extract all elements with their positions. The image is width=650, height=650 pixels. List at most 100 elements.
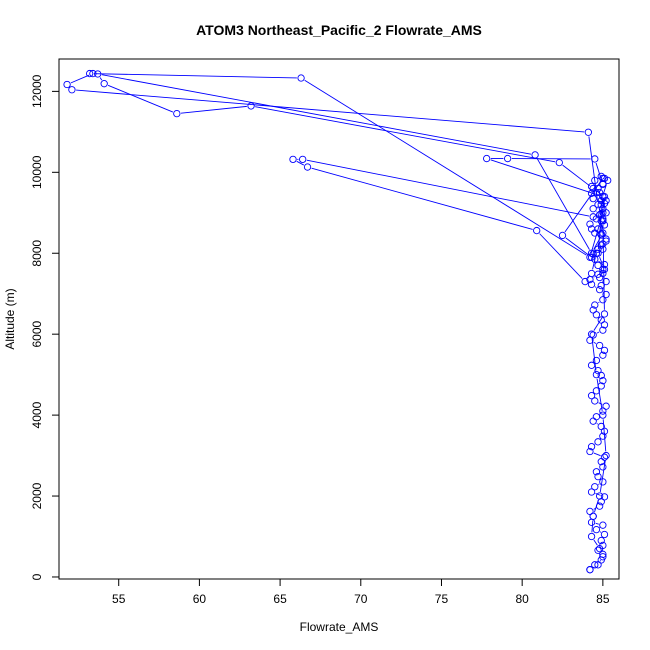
data-point — [591, 229, 599, 237]
data-point — [591, 561, 599, 569]
series-segment — [599, 256, 604, 266]
data-point — [595, 273, 604, 282]
x-axis: 55 60 65 70 75 80 85 — [112, 579, 610, 606]
data-point — [94, 70, 102, 78]
data-point — [602, 237, 610, 245]
data-point — [595, 286, 604, 294]
data-point — [587, 269, 596, 278]
data-point — [594, 472, 602, 481]
data-point — [587, 392, 596, 400]
data-point — [595, 188, 604, 197]
series-segment — [595, 493, 601, 496]
data-point — [100, 80, 108, 88]
data-point — [597, 172, 605, 181]
series-layer — [63, 69, 612, 574]
data-point — [587, 532, 596, 541]
data-point — [597, 241, 605, 249]
series-segment — [595, 162, 603, 181]
data-point — [599, 463, 607, 471]
data-point — [597, 382, 605, 390]
data-point — [599, 553, 607, 561]
series-segment — [595, 522, 599, 525]
series-segment — [591, 338, 597, 371]
data-point — [584, 128, 592, 136]
series-segment — [601, 272, 603, 275]
series-segment — [593, 236, 602, 250]
data-point — [597, 231, 605, 239]
x-tick-label: 60 — [193, 592, 207, 606]
series-segment — [70, 74, 90, 84]
data-point — [599, 180, 607, 189]
data-point — [589, 184, 597, 193]
data-point — [594, 201, 602, 209]
data-point — [587, 280, 596, 289]
data-point — [594, 366, 602, 375]
data-point — [531, 151, 539, 159]
data-point — [63, 80, 71, 89]
series-segment — [593, 341, 597, 344]
series-segment — [593, 276, 595, 278]
data-point — [594, 438, 602, 446]
data-point — [597, 209, 605, 218]
series-segment — [592, 257, 596, 270]
data-point — [604, 176, 612, 185]
data-point — [594, 561, 602, 569]
x-tick-label: 55 — [112, 592, 126, 606]
data-point — [587, 361, 596, 369]
data-point — [303, 163, 312, 171]
data-point — [602, 277, 610, 286]
data-point — [86, 69, 94, 78]
data-point — [599, 326, 607, 334]
series-segment — [593, 317, 603, 331]
data-point — [599, 245, 607, 253]
data-point — [600, 530, 609, 539]
data-point — [599, 229, 607, 237]
y-tick-label: 4000 — [30, 401, 44, 428]
series-segment — [593, 452, 601, 457]
series-segment — [99, 77, 103, 81]
data-point — [602, 235, 610, 243]
series-segment — [599, 459, 606, 492]
series-segment — [598, 301, 600, 304]
data-point — [599, 550, 607, 558]
data-point — [595, 502, 604, 510]
data-point — [589, 194, 597, 203]
data-point — [289, 155, 297, 164]
data-point — [592, 370, 601, 379]
data-point — [591, 301, 599, 309]
series-segment — [596, 331, 600, 334]
data-point — [597, 201, 605, 209]
series-segment — [76, 89, 585, 133]
data-point — [600, 453, 609, 461]
data-point — [600, 493, 609, 501]
x-tick-label: 80 — [515, 592, 529, 606]
data-point — [602, 451, 610, 460]
data-point — [599, 432, 607, 440]
series-segment — [539, 233, 583, 279]
series-segment — [591, 520, 594, 533]
data-point — [592, 387, 601, 395]
data-point — [587, 189, 596, 198]
data-point — [589, 205, 597, 213]
y-axis: 0 2000 4000 6000 8000 10000 12000 — [30, 74, 59, 580]
data-point — [600, 310, 609, 318]
data-point — [594, 184, 602, 193]
series-segment — [107, 84, 174, 113]
y-tick-label: 10000 — [30, 155, 44, 189]
series-segment — [599, 268, 602, 271]
series-segment — [603, 216, 605, 218]
series-segment — [596, 378, 603, 412]
series-segment — [593, 260, 596, 263]
series-segment — [593, 566, 595, 568]
y-tick-label: 6000 — [30, 321, 44, 348]
data-point — [173, 109, 181, 118]
data-point — [587, 488, 596, 496]
data-point — [591, 397, 599, 405]
y-axis-label: Altitude (m) — [3, 288, 17, 349]
series-segment — [599, 560, 602, 562]
data-point — [68, 86, 76, 94]
x-tick-label: 70 — [354, 592, 368, 606]
data-point — [594, 261, 602, 270]
data-point — [600, 346, 609, 355]
